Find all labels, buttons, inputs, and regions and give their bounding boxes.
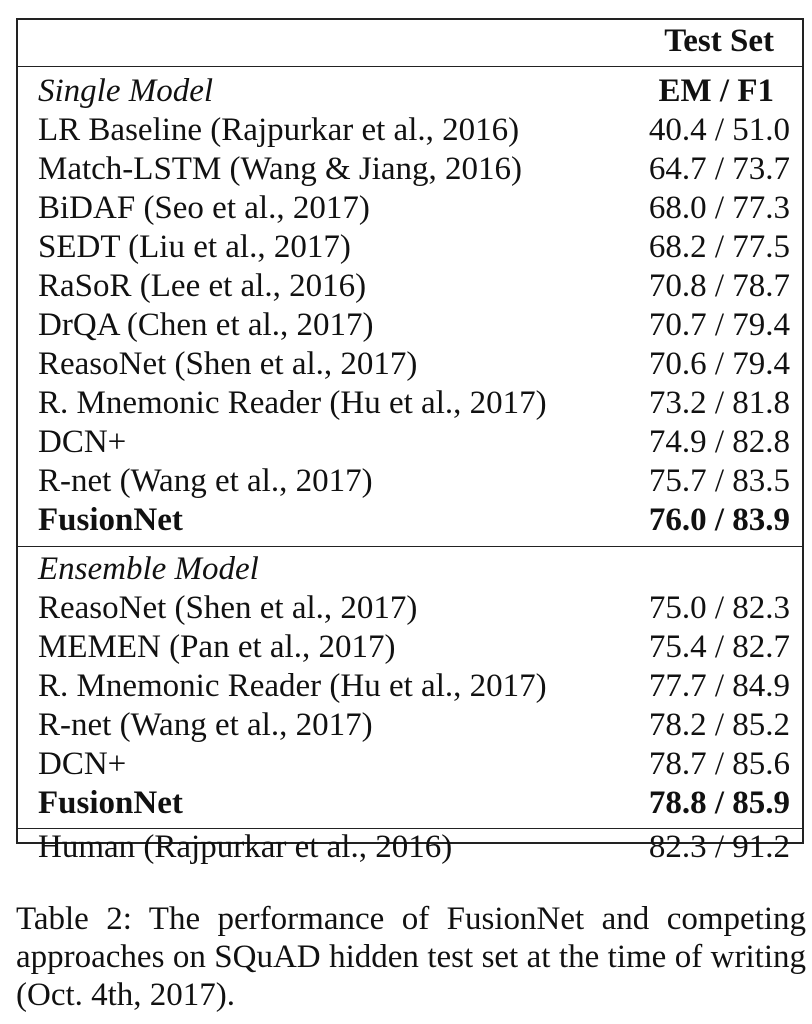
model-score: 74.9 / 82.8 bbox=[648, 424, 790, 460]
table-row: BiDAF (Seo et al., 2017) 68.0 / 77.3 bbox=[18, 189, 802, 228]
header-divider bbox=[18, 66, 802, 67]
table-row: R-net (Wang et al., 2017) 75.7 / 83.5 bbox=[18, 462, 802, 501]
model-score: 78.7 / 85.6 bbox=[648, 746, 790, 782]
model-score: 82.3 / 91.2 bbox=[648, 829, 790, 865]
model-name: R-net (Wang et al., 2017) bbox=[38, 707, 373, 743]
model-name: R. Mnemonic Reader (Hu et al., 2017) bbox=[38, 668, 547, 704]
model-score: 73.2 / 81.8 bbox=[648, 385, 790, 421]
ensemble-model-label: Ensemble Model bbox=[38, 551, 259, 587]
table-row: SEDT (Liu et al., 2017) 68.2 / 77.5 bbox=[18, 228, 802, 267]
model-name: RaSoR (Lee et al., 2016) bbox=[38, 268, 367, 304]
table-row: R. Mnemonic Reader (Hu et al., 2017) 77.… bbox=[18, 667, 802, 706]
model-score: 78.2 / 85.2 bbox=[648, 707, 790, 743]
table-row: ReasoNet (Shen et al., 2017) 70.6 / 79.4 bbox=[18, 345, 802, 384]
model-name: DCN+ bbox=[38, 746, 127, 782]
model-score: 64.7 / 73.7 bbox=[648, 151, 790, 187]
model-score: 70.6 / 79.4 bbox=[648, 346, 790, 382]
model-name: FusionNet bbox=[38, 502, 183, 538]
table-row-highlight: FusionNet 76.0 / 83.9 bbox=[18, 501, 802, 540]
model-name: DrQA (Chen et al., 2017) bbox=[38, 307, 374, 343]
model-name: R. Mnemonic Reader (Hu et al., 2017) bbox=[38, 385, 547, 421]
table-row: DrQA (Chen et al., 2017) 70.7 / 79.4 bbox=[18, 306, 802, 345]
table-row: MEMEN (Pan et al., 2017) 75.4 / 82.7 bbox=[18, 628, 802, 667]
table-row: DCN+ 74.9 / 82.8 bbox=[18, 423, 802, 462]
model-score: 70.8 / 78.7 bbox=[648, 268, 790, 304]
model-name: Human (Rajpurkar et al., 2016) bbox=[38, 829, 453, 865]
model-score: 75.0 / 82.3 bbox=[648, 590, 790, 626]
table-row: LR Baseline (Rajpurkar et al., 2016) 40.… bbox=[18, 111, 802, 150]
model-name: ReasoNet (Shen et al., 2017) bbox=[38, 346, 418, 382]
single-model-label-row: Single Model EM / F1 bbox=[18, 72, 802, 111]
model-score: 75.7 / 83.5 bbox=[648, 463, 790, 499]
model-name: FusionNet bbox=[38, 785, 183, 821]
table-row-highlight: FusionNet 78.8 / 85.9 bbox=[18, 784, 802, 823]
model-score: 75.4 / 82.7 bbox=[648, 629, 790, 665]
model-name: R-net (Wang et al., 2017) bbox=[38, 463, 373, 499]
model-name: Match-LSTM (Wang & Jiang, 2016) bbox=[38, 151, 523, 187]
model-name: MEMEN (Pan et al., 2017) bbox=[38, 629, 396, 665]
table-caption: Table 2: The performance of FusionNet an… bbox=[16, 901, 806, 1013]
table-row: R. Mnemonic Reader (Hu et al., 2017) 73.… bbox=[18, 384, 802, 423]
table-row: ReasoNet (Shen et al., 2017) 75.0 / 82.3 bbox=[18, 589, 802, 628]
model-score: 68.2 / 77.5 bbox=[648, 229, 790, 265]
table-row-human: Human (Rajpurkar et al., 2016) 82.3 / 91… bbox=[18, 828, 802, 867]
metric-header: EM / F1 bbox=[658, 73, 774, 109]
model-score: 68.0 / 77.3 bbox=[648, 190, 790, 226]
model-name: SEDT (Liu et al., 2017) bbox=[38, 229, 351, 265]
section-divider bbox=[18, 546, 802, 547]
table-row: DCN+ 78.7 / 85.6 bbox=[18, 745, 802, 784]
model-score: 78.8 / 85.9 bbox=[648, 785, 790, 821]
table-header-row: Test Set bbox=[18, 22, 802, 61]
table-row: RaSoR (Lee et al., 2016) 70.8 / 78.7 bbox=[18, 267, 802, 306]
section-divider bbox=[18, 828, 802, 829]
header-test-set: Test Set bbox=[664, 23, 774, 59]
model-score: 77.7 / 84.9 bbox=[648, 668, 790, 704]
model-score: 76.0 / 83.9 bbox=[648, 502, 790, 538]
table-row: R-net (Wang et al., 2017) 78.2 / 85.2 bbox=[18, 706, 802, 745]
model-score: 40.4 / 51.0 bbox=[648, 112, 790, 148]
results-table: Test Set Single Model EM / F1 LR Baselin… bbox=[16, 18, 804, 865]
ensemble-model-label-row: Ensemble Model bbox=[18, 550, 802, 589]
model-name: ReasoNet (Shen et al., 2017) bbox=[38, 590, 418, 626]
model-name: BiDAF (Seo et al., 2017) bbox=[38, 190, 370, 226]
single-model-label: Single Model bbox=[38, 73, 214, 109]
model-name: LR Baseline (Rajpurkar et al., 2016) bbox=[38, 112, 520, 148]
table-row: Match-LSTM (Wang & Jiang, 2016) 64.7 / 7… bbox=[18, 150, 802, 189]
model-name: DCN+ bbox=[38, 424, 127, 460]
model-score: 70.7 / 79.4 bbox=[648, 307, 790, 343]
